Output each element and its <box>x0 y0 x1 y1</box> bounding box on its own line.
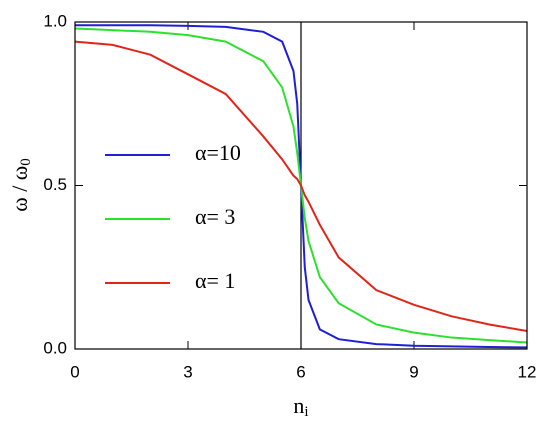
x-tick-label: 12 <box>518 362 537 381</box>
y-label-text: ω / ω <box>7 166 32 212</box>
series-line <box>74 40 528 332</box>
x-axis-label: ni <box>293 393 308 420</box>
plot-frame <box>74 21 528 350</box>
x-label-text: n <box>293 393 304 418</box>
x-tick-label: 9 <box>409 362 418 381</box>
legend-label: α= 1 <box>195 268 235 293</box>
legend-label: α=10 <box>195 140 241 165</box>
legend-label: α= 3 <box>195 204 235 229</box>
y-tick-label: 0.5 <box>43 175 67 194</box>
y-label-sub: 0 <box>18 158 34 166</box>
y-axis-label: ω / ω0 <box>7 158 34 212</box>
x-tick-label: 0 <box>70 362 79 381</box>
x-tick-label: 3 <box>183 362 192 381</box>
y-tick-label: 1.0 <box>43 11 67 30</box>
x-tick-label: 6 <box>296 362 305 381</box>
y-tick-label: 0.0 <box>43 338 67 357</box>
x-label-sub: i <box>304 404 308 420</box>
